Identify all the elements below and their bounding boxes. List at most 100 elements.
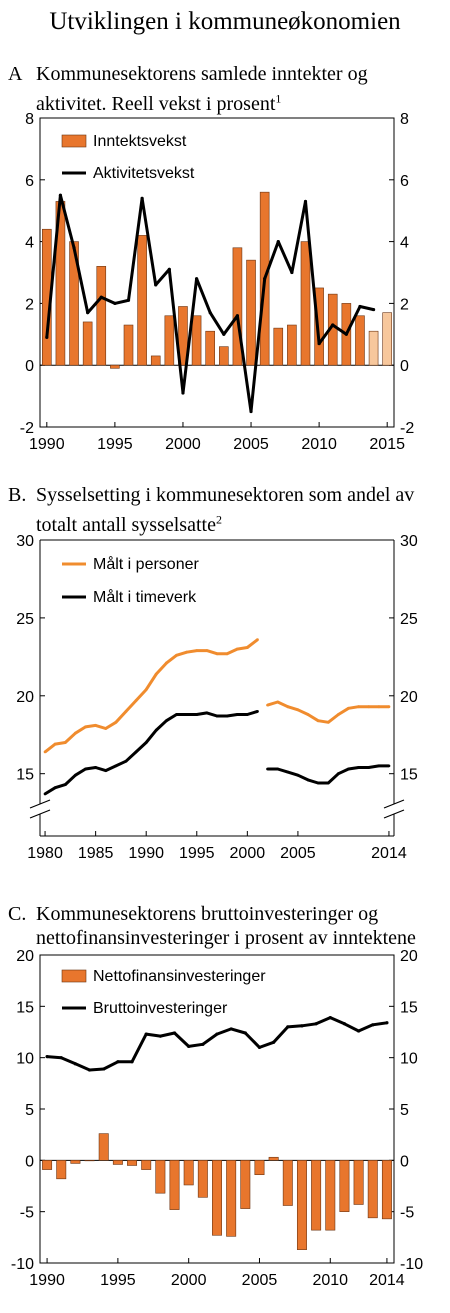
bar-2014 xyxy=(368,330,379,366)
bar-2000 xyxy=(183,1160,194,1186)
y-tick-label-right: 5 xyxy=(400,1102,409,1119)
line-point-1995 xyxy=(113,301,117,305)
panel-c-title-line2: nettofinansinvesteringer i prosent av in… xyxy=(36,927,416,949)
line-point-2000 xyxy=(181,391,185,395)
line-point-1994 xyxy=(99,295,103,299)
line-point-1998 xyxy=(158,1034,162,1038)
y-tick-label-left: -5 xyxy=(20,1205,34,1222)
bar-2010 xyxy=(314,287,324,366)
line-point-2001 xyxy=(194,277,199,281)
y-tick-label-left: 20 xyxy=(16,689,34,706)
bar-2015 xyxy=(382,312,392,366)
point-personer-2006 xyxy=(306,713,310,716)
point-timeverk-2007 xyxy=(316,781,320,785)
line-point-2005 xyxy=(249,409,253,414)
point-personer-2001 xyxy=(256,638,259,642)
y-tick-label-right: 20 xyxy=(400,948,418,965)
x-tick-label: 2014 xyxy=(371,845,407,862)
bar-2005 xyxy=(254,1160,265,1176)
line-point-2009 xyxy=(303,199,308,204)
point-personer-1991 xyxy=(154,672,158,676)
x-tick-label: 2005 xyxy=(242,1272,278,1289)
series-line-aktivitetsvekst xyxy=(45,193,374,414)
point-timeverk-1996 xyxy=(205,711,209,715)
bar-1995 xyxy=(112,1160,123,1165)
bar-2003 xyxy=(219,346,229,366)
x-tick-label: 2000 xyxy=(171,1272,207,1289)
panel-c-letter: C. xyxy=(8,903,27,925)
point-timeverk-2012 xyxy=(367,766,371,769)
point-timeverk-1983 xyxy=(74,773,77,777)
y-tick-label-right: 6 xyxy=(400,173,409,190)
point-timeverk-1998 xyxy=(225,714,229,718)
point-timeverk-2004 xyxy=(286,770,290,774)
bar-2001 xyxy=(191,315,202,366)
bar-1992 xyxy=(69,241,79,366)
line-point-2010 xyxy=(328,1016,332,1020)
panel-a-footnote: 1 xyxy=(275,91,282,105)
x-tick-label: 1995 xyxy=(100,1272,136,1289)
y-tick-label-left: 25 xyxy=(16,611,34,628)
x-tick-label: 1990 xyxy=(128,845,164,862)
panel-a-title-line2: aktivitet. Reell vekst i prosent xyxy=(36,92,276,115)
line-point-1996 xyxy=(130,1060,134,1064)
panel-b-title: B. Sysselsetting i kommunesektoren som an… xyxy=(8,483,414,537)
point-personer-2003 xyxy=(276,700,280,704)
bar-1994 xyxy=(96,266,107,366)
axis-break-mark-upper xyxy=(29,799,51,809)
point-timeverk-1992 xyxy=(165,719,168,723)
x-tick-label: 2005 xyxy=(280,845,316,862)
line-point-2011 xyxy=(331,323,335,327)
series-personer-segment-1 xyxy=(44,638,259,754)
line-point-2003 xyxy=(222,332,226,336)
bar-2002 xyxy=(212,1160,222,1236)
line-point-2005 xyxy=(257,1045,262,1049)
bar-2008 xyxy=(296,1160,307,1250)
line-point-2010 xyxy=(317,341,321,346)
axis-break-mark-lower xyxy=(383,809,405,819)
point-timeverk-1990 xyxy=(144,741,148,744)
line-point-2001 xyxy=(201,1042,205,1046)
line-point-2014 xyxy=(371,307,376,312)
bar-1991 xyxy=(56,1160,67,1180)
point-timeverk-1985 xyxy=(94,766,98,769)
point-personer-1997 xyxy=(215,652,219,656)
point-timeverk-2009 xyxy=(336,772,340,776)
point-personer-2009 xyxy=(336,713,340,716)
bar-2012 xyxy=(353,1160,364,1205)
point-timeverk-2014 xyxy=(387,764,391,768)
bar-2005 xyxy=(246,259,256,366)
point-timeverk-2011 xyxy=(357,766,360,769)
point-personer-1987 xyxy=(114,720,118,724)
bar-2013 xyxy=(367,1160,378,1219)
point-timeverk-1986 xyxy=(104,769,108,772)
line-point-1993 xyxy=(86,311,90,315)
x-tick-label: 1985 xyxy=(78,845,114,862)
line-point-2006 xyxy=(263,277,267,281)
line-point-2000 xyxy=(187,1044,191,1048)
chart-b: 15 15 20 20 25 25 30 30 1980 1985 1990 1995 2000 2005… xyxy=(16,533,418,862)
line-point-1999 xyxy=(167,267,171,272)
point-timeverk-2010 xyxy=(347,767,350,771)
legend-label-personer: Målt i personer xyxy=(93,555,199,573)
line-point-2009 xyxy=(314,1022,318,1026)
point-timeverk-1995 xyxy=(195,713,199,716)
line-point-2006 xyxy=(272,1040,276,1044)
legend-label-bar: Nettofinansinvesteringer xyxy=(93,968,266,985)
axis-break-mark-lower xyxy=(29,809,51,819)
point-timeverk-1987 xyxy=(114,764,118,768)
x-tick-label: 2005 xyxy=(233,436,269,453)
bar-1997 xyxy=(137,235,147,366)
legend-label-timeverk: Målt i timeverk xyxy=(93,588,197,606)
bar-2004 xyxy=(240,1160,251,1209)
line-point-2012 xyxy=(344,332,348,336)
x-tick-label: 2010 xyxy=(312,1272,348,1289)
point-timeverk-1999 xyxy=(235,713,239,716)
point-timeverk-1982 xyxy=(63,783,67,786)
point-personer-1984 xyxy=(84,725,87,729)
x-tick-label: 1990 xyxy=(29,436,65,453)
bar-1997 xyxy=(141,1160,152,1170)
bar-2006 xyxy=(268,1156,279,1161)
bar-1996 xyxy=(123,324,134,366)
x-tick-label: 2015 xyxy=(369,436,405,453)
